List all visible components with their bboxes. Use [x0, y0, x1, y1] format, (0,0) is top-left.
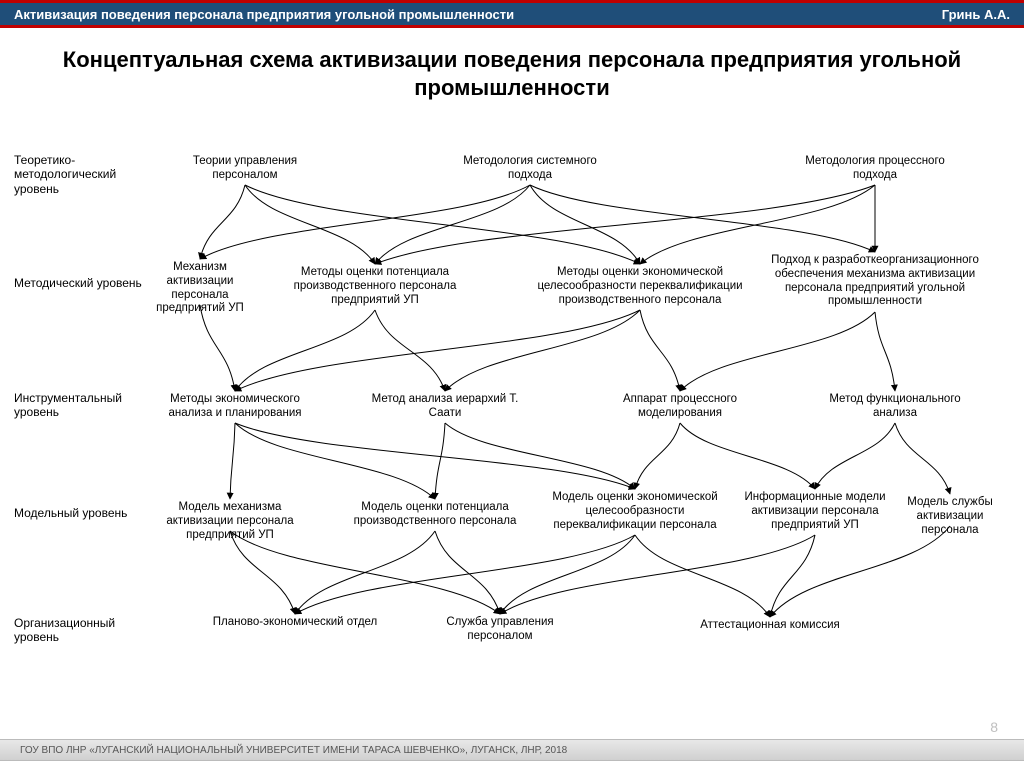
row-label: Организационный уровень	[14, 616, 144, 645]
diagram-node: Аппарат процессного моделирования	[600, 393, 760, 421]
diagram-node: Аттестационная комиссия	[680, 619, 860, 633]
header-right: Гринь А.А.	[942, 7, 1010, 22]
row-label: Методический уровень	[14, 276, 144, 290]
footer-text: ГОУ ВПО ЛНР «ЛУГАНСКИЙ НАЦИОНАЛЬНЫЙ УНИВ…	[20, 745, 567, 756]
footer-bar: ГОУ ВПО ЛНР «ЛУГАНСКИЙ НАЦИОНАЛЬНЫЙ УНИВ…	[0, 739, 1024, 761]
row-label: Инструментальный уровень	[14, 391, 144, 420]
diagram-node: Модель службы активизации персонала	[890, 496, 1010, 537]
page-number: 8	[990, 719, 998, 735]
diagram-node: Планово-экономический отдел	[210, 616, 380, 630]
diagram-node: Модель оценки экономической целесообразн…	[540, 491, 730, 532]
row-label: Теоретико-методологический уровень	[14, 153, 144, 196]
diagram-node: Теории управления персоналом	[170, 155, 320, 183]
diagram-node: Подход к разработкеорганизационного обес…	[760, 254, 990, 309]
header-bar: Активизация поведения персонала предприя…	[0, 0, 1024, 28]
diagram-node: Механизм активизации персонала предприят…	[140, 261, 260, 316]
diagram-node: Метод анализа иерархий Т. Саати	[360, 393, 530, 421]
diagram-node: Методология системного подхода	[440, 155, 620, 183]
row-label: Модельный уровень	[14, 506, 144, 520]
diagram-node: Модель оценки потенциала производственно…	[340, 501, 530, 529]
diagram-node: Информационные модели активизации персон…	[740, 491, 890, 532]
main-title: Концептуальная схема активизации поведен…	[0, 28, 1024, 111]
diagram-node: Методы оценки потенциала производственно…	[275, 266, 475, 307]
diagram-node: Методология процессного подхода	[790, 155, 960, 183]
diagram-node: Методы оценки экономической целесообразн…	[535, 266, 745, 307]
header-left: Активизация поведения персонала предприя…	[14, 7, 514, 22]
diagram-node: Метод функционального анализа	[810, 393, 980, 421]
diagram-node: Модель механизма активизации персонала п…	[145, 501, 315, 542]
diagram-area: Теоретико-методологический уровень Методи…	[0, 111, 1024, 741]
diagram-node: Методы экономического анализа и планиров…	[150, 393, 320, 421]
arrows-layer	[0, 111, 1024, 741]
diagram-node: Служба управления персоналом	[420, 616, 580, 644]
